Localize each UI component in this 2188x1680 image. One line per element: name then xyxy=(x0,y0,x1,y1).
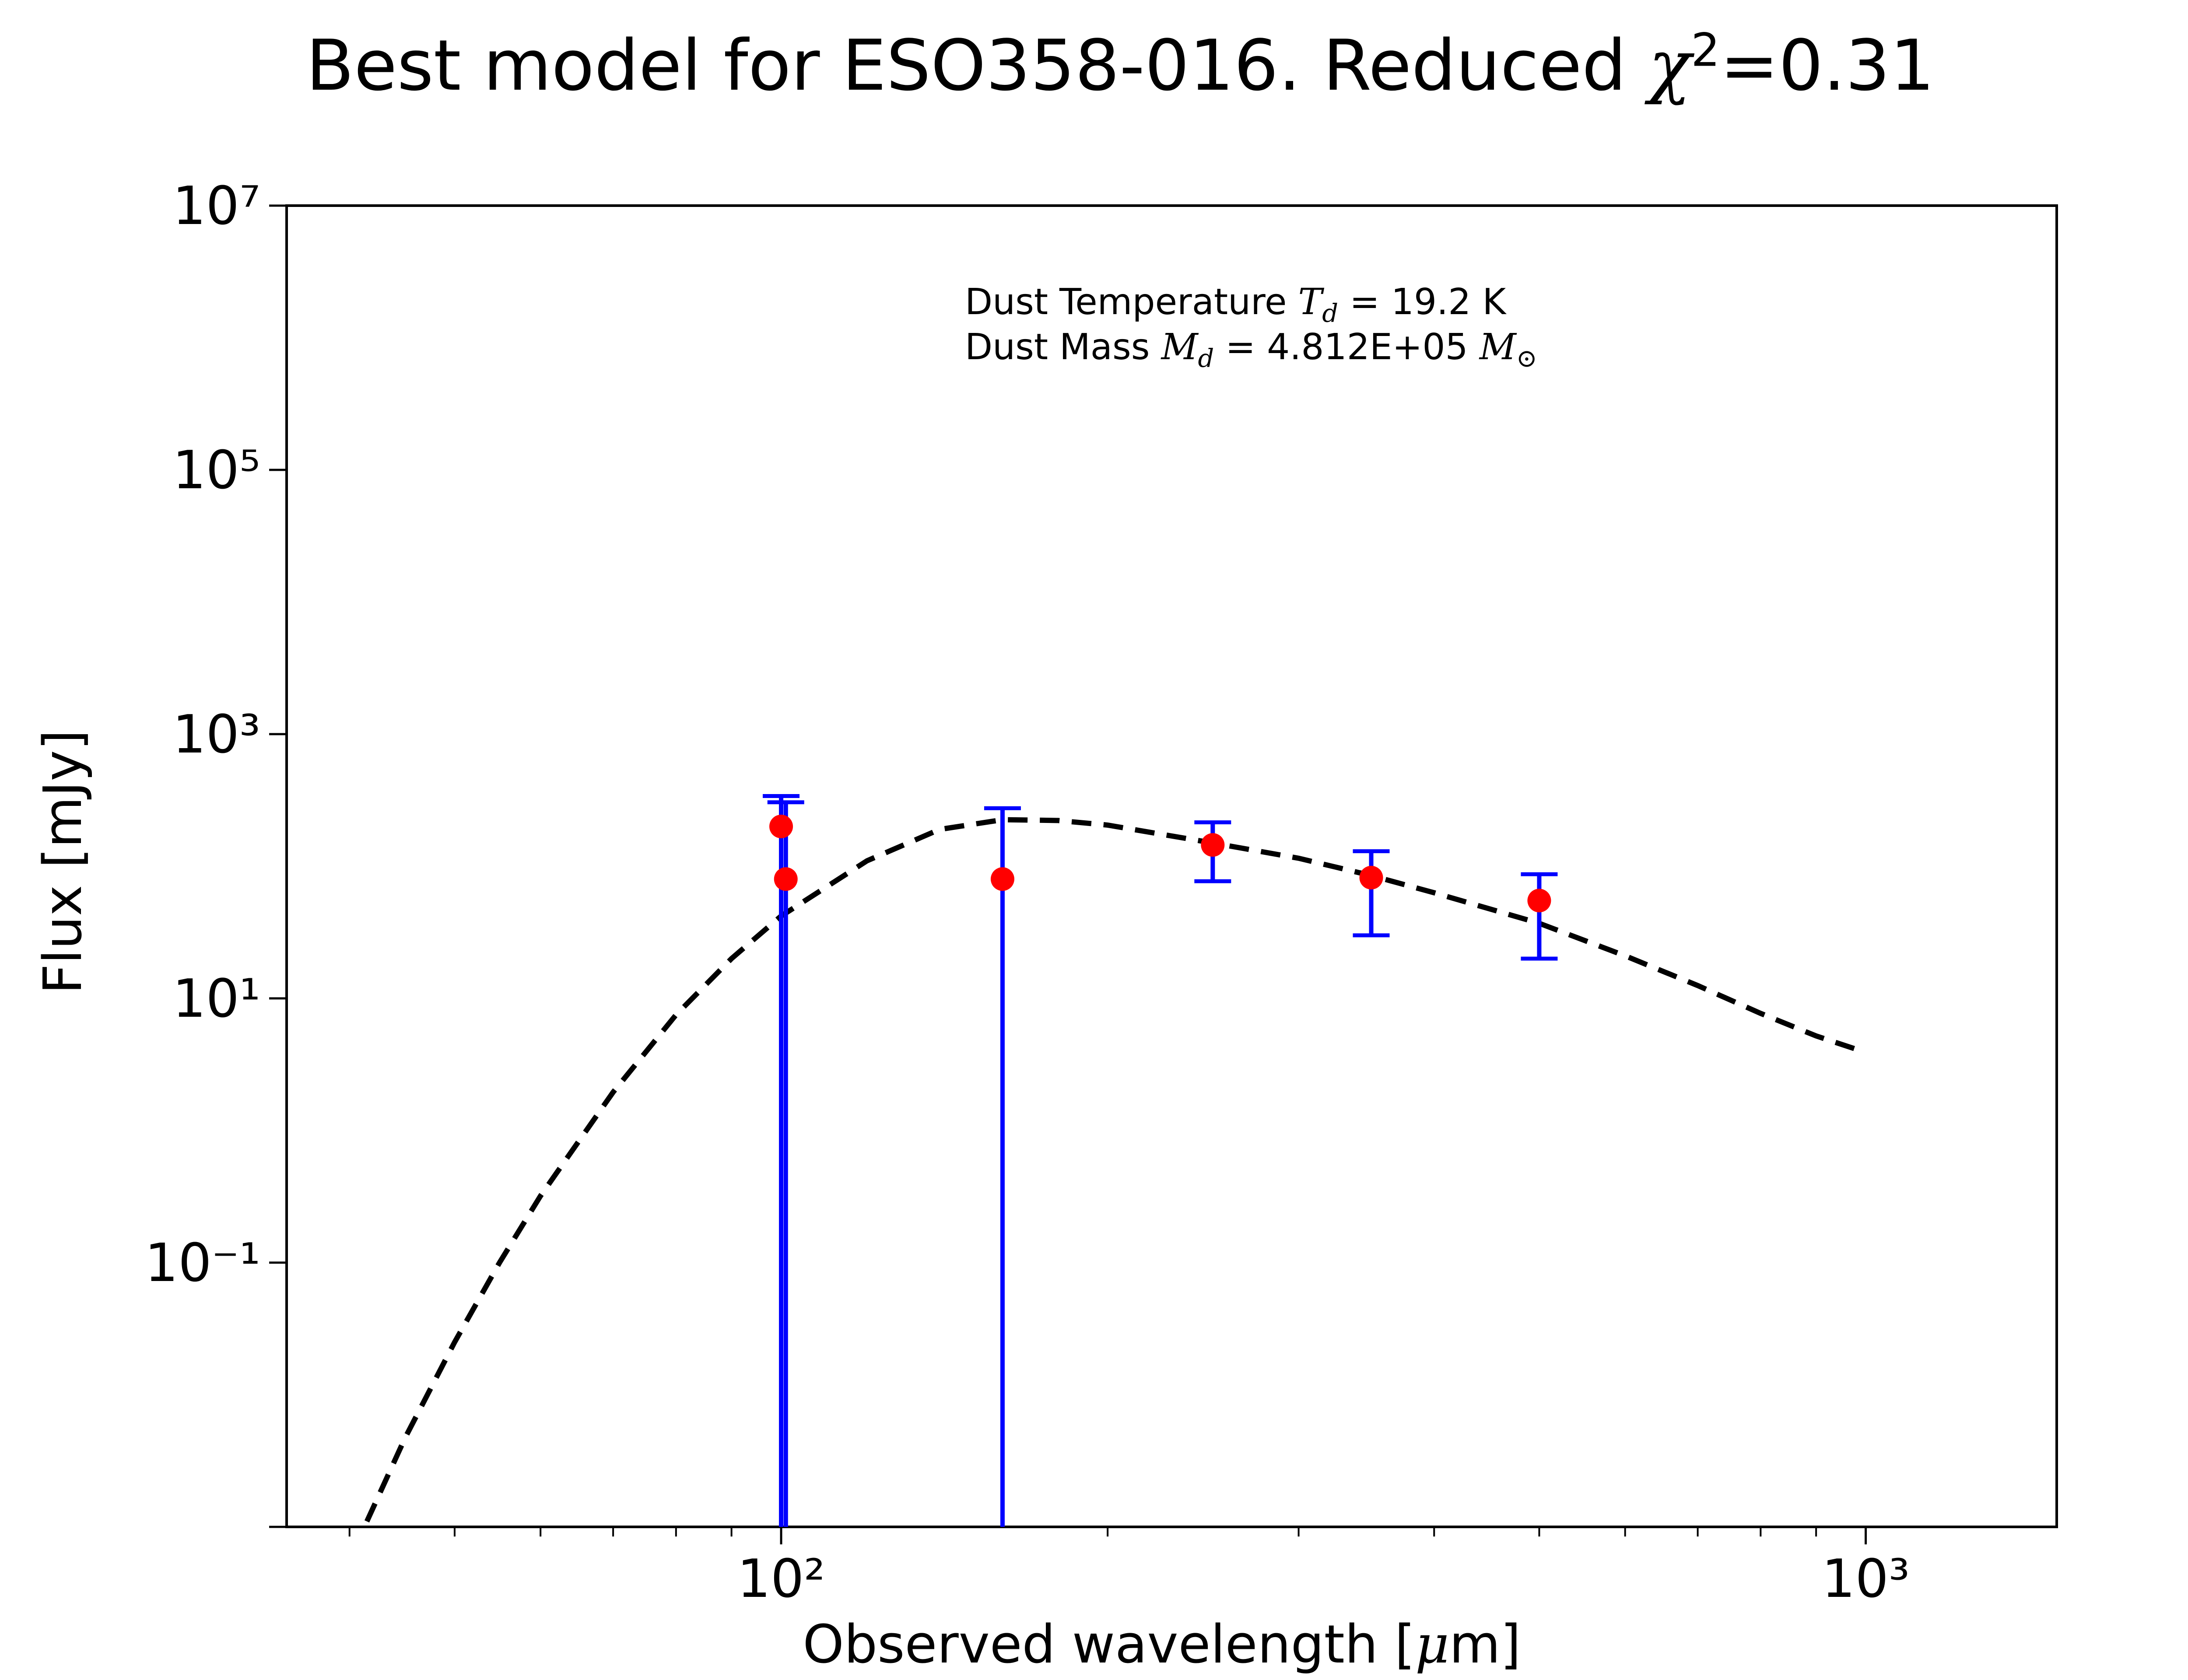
x-tick-label: 10² xyxy=(737,1549,825,1610)
annotation-temperature: Dust Temperature Td = 19.2 K xyxy=(965,281,1506,328)
plot-content: 10² 10³ 10⁻¹ 10¹ 10³ 10⁵ 10⁷ xyxy=(145,176,2058,1610)
data-point xyxy=(1201,833,1225,857)
y-tick-label: 10⁷ xyxy=(172,176,260,237)
data-point xyxy=(1359,866,1383,890)
y-tick-label: 10¹ xyxy=(172,969,260,1029)
data-point xyxy=(774,867,798,891)
plot-frame xyxy=(285,204,2058,1528)
x-axis-label: Observed wavelength [μm] xyxy=(803,1614,1521,1675)
data-point xyxy=(990,867,1014,891)
x-tick-label: 10³ xyxy=(1822,1549,1910,1610)
y-tick-label: 10⁵ xyxy=(172,440,260,501)
chart-title: Best model for ESO358-016. Reduced χ2=0.… xyxy=(306,23,1935,106)
data-point xyxy=(769,815,793,839)
y-axis-label: Flux [mJy] xyxy=(33,729,94,994)
y-tick-label: 10³ xyxy=(172,704,260,765)
fit-annotation: Dust Temperature Td = 19.2 K Dust Mass M… xyxy=(965,280,1537,373)
data-point xyxy=(1527,889,1551,913)
annotation-mass: Dust Mass Md = 4.812E+05 M⊙ xyxy=(965,326,1537,373)
model-curve xyxy=(364,817,1867,1522)
y-tick-label: 10⁻¹ xyxy=(145,1233,260,1294)
